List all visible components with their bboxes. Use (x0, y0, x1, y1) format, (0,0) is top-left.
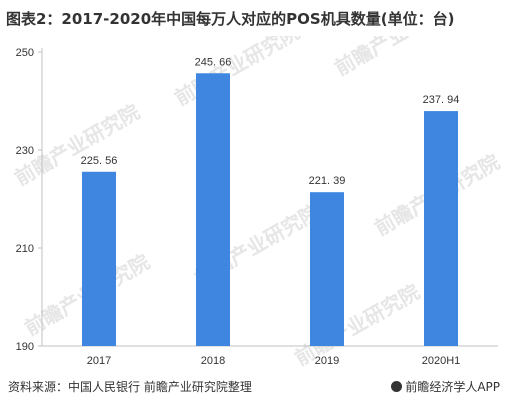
data-label: 237. 94 (423, 94, 460, 106)
x-ticks: 2017 2018 2019 2020H1 (87, 355, 461, 367)
x-tick-label: 2017 (87, 355, 111, 367)
chart-svg: 前瞻产业研究院前瞻产业研究院前瞻产业研究院前瞻产业研究院前瞻产业研究院前瞻产业研… (11, 36, 504, 370)
y-tick-label: 190 (16, 341, 34, 353)
x-tick-label: 2019 (315, 355, 339, 367)
footer: 资料来源：中国人民银行 前瞻产业研究院整理 前瞻经济学人APP (0, 372, 506, 407)
chart-title: 图表2：2017-2020年中国每万人对应的POS机具数量(单位：台) (6, 10, 455, 28)
data-label: 225. 56 (81, 155, 118, 167)
bar-2017 (82, 171, 116, 346)
x-tick-label: 2020H1 (422, 355, 461, 367)
watermark-text: 前瞻产业研究院 (331, 36, 464, 80)
data-label: 245. 66 (195, 56, 232, 68)
brand-logo-icon (391, 381, 403, 392)
x-tick-label: 2018 (201, 355, 225, 367)
data-label: 221. 39 (309, 175, 346, 187)
bar-2019 (310, 192, 344, 346)
brand-label: 前瞻经济学人APP (405, 380, 500, 394)
y-tick-label: 250 (16, 47, 34, 59)
bars: 225. 56 245. 66 221. 39 237. 94 (81, 56, 460, 347)
brand-credit: 前瞻经济学人APP (391, 378, 500, 395)
bar-2020H1 (424, 111, 458, 347)
y-tick-label: 210 (16, 243, 34, 255)
bar-chart: 前瞻产业研究院前瞻产业研究院前瞻产业研究院前瞻产业研究院前瞻产业研究院前瞻产业研… (0, 36, 506, 370)
bar-2018 (196, 73, 230, 347)
y-tick-label: 230 (16, 145, 34, 157)
y-ticks: 190 210 230 250 (16, 47, 42, 353)
source-note: 资料来源：中国人民银行 前瞻产业研究院整理 (8, 380, 252, 394)
watermark-text: 前瞻产业研究院 (171, 36, 304, 110)
